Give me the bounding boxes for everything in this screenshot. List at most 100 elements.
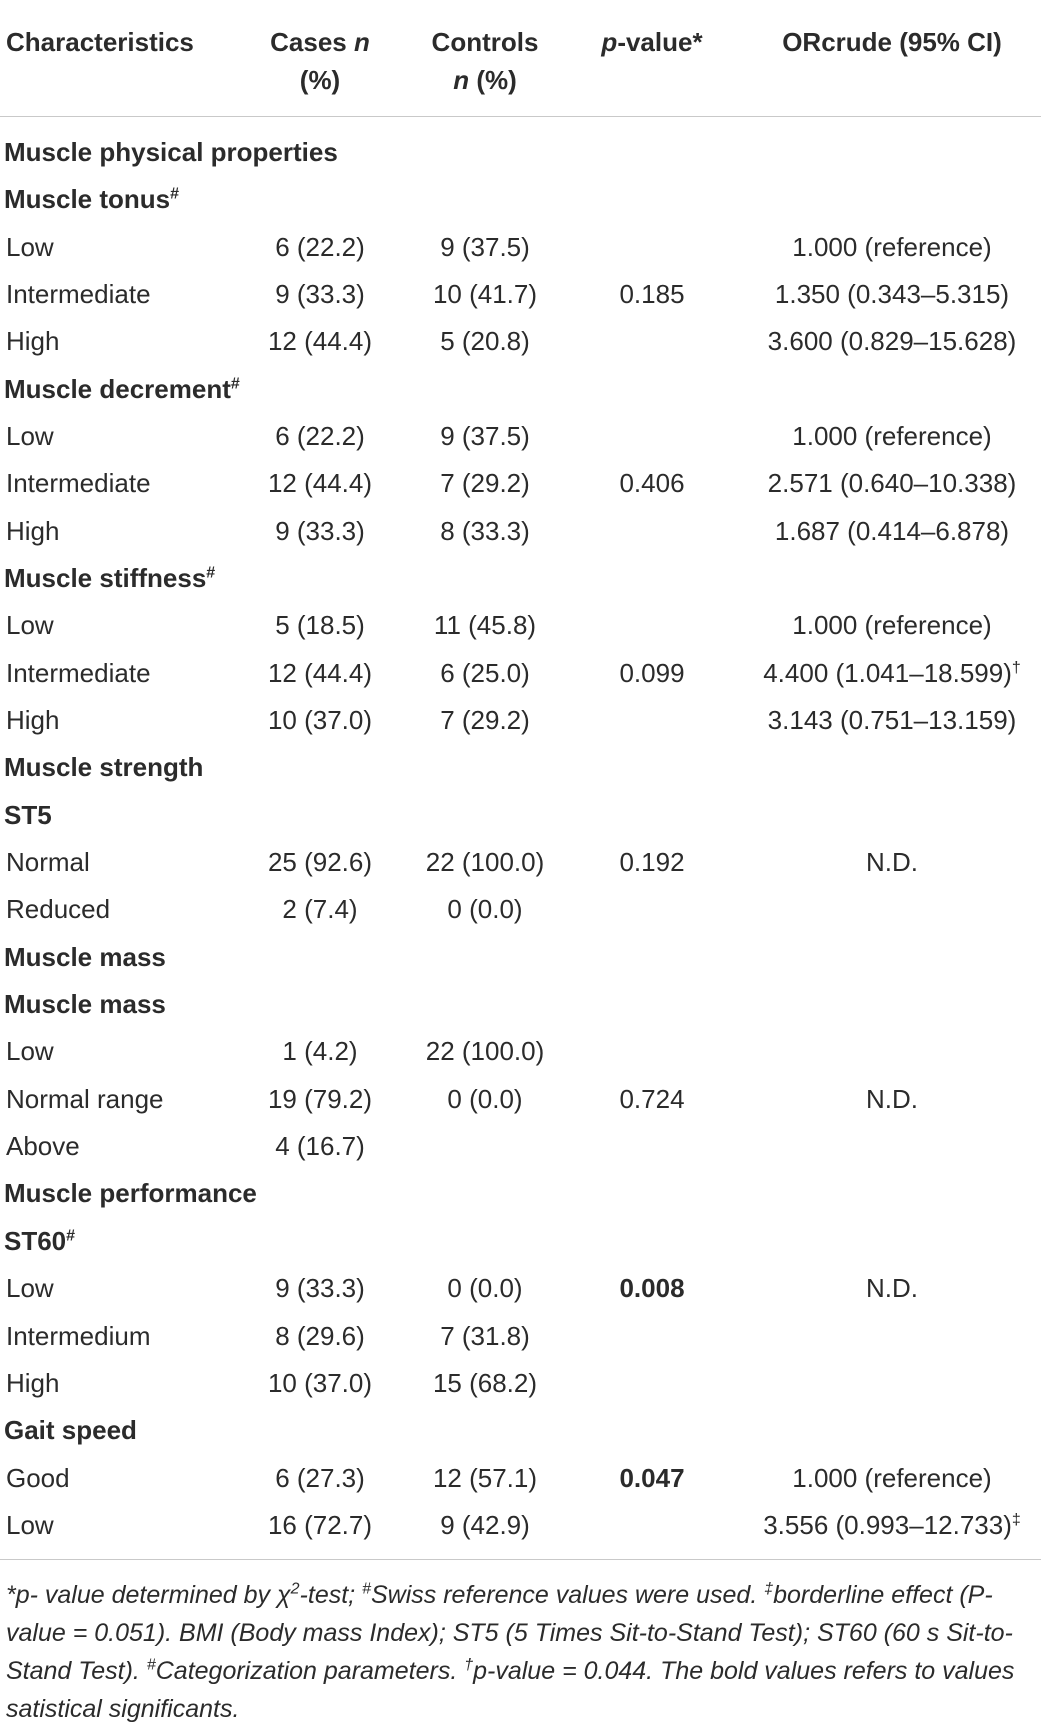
label-text: High [6,705,60,736]
label-cell: Good [6,1463,70,1493]
footnote-text: 2 [290,1580,300,1598]
group-text: Muscle strength [4,752,204,783]
p-text: 0.192 [619,847,685,878]
header-text: -value* [617,27,703,57]
label-cell: Intermediate [6,468,151,498]
p-cell: 0.185 [619,279,684,309]
group-label: Gait speed [4,1415,137,1445]
or-text: N.D. [866,1083,918,1114]
p-text: 0.406 [619,468,685,499]
label-text: Above [6,1131,80,1162]
label-cell: High [6,705,59,735]
or-text: 4.400 (1.041–18.599) [763,657,1012,688]
controls-text: 6 (25.0) [440,657,530,688]
p-text: 0.047 [619,1462,685,1493]
header-cell: Cases n [270,27,370,57]
group-text: Muscle stiffness [4,563,207,594]
or-text: N.D. [866,847,918,878]
or-cell: 1.000 (reference) [792,232,991,262]
controls-cell: 5 (20.8) [440,326,530,356]
controls-cell: 0 (0.0) [447,1084,522,1114]
controls-text: 9 (37.5) [440,421,530,452]
label-cell: Above [6,1131,80,1161]
controls-text: 9 (42.9) [440,1509,530,1540]
group-text: Gait speed [4,1415,137,1446]
group-text: Muscle mass [4,989,166,1020]
or-text: 3.556 (0.993–12.733) [763,1509,1012,1540]
header-text: n [453,65,470,95]
label-text: Reduced [6,894,111,925]
or-cell: 1.687 (0.414–6.878) [775,516,1009,546]
cases-cell: 6 (27.3) [275,1463,365,1493]
controls-text: 22 (100.0) [425,847,545,878]
p-text: 0.185 [619,279,685,310]
cases-cell: 25 (92.6) [268,847,372,877]
cases-text: 6 (27.3) [275,1462,365,1493]
cases-text: 5 (18.5) [275,610,365,641]
controls-cell: 15 (68.2) [433,1368,537,1398]
controls-cell: 9 (37.5) [440,232,530,262]
cases-text: 12 (44.4) [267,657,373,688]
cases-text: 19 (79.2) [267,1083,373,1114]
controls-text: 10 (41.7) [432,279,538,310]
or-cell: 3.600 (0.829–15.628) [768,326,1017,356]
label-text: Low [6,1509,54,1540]
label-text: High [6,1367,60,1398]
footnote-text: Categorization parameters. [155,1657,465,1685]
or-text: 2.571 (0.640–10.338) [767,468,1017,499]
header-cell: (%) [300,65,340,95]
label-text: High [6,326,60,357]
footnote-text: p-value = 0.044. The bold values refers … [6,1657,1015,1723]
p-cell: 0.724 [619,1084,684,1114]
cases-text: 12 (44.4) [267,468,373,499]
or-cell: 3.143 (0.751–13.159) [768,705,1017,735]
cases-text: 2 (7.4) [282,894,358,925]
footnote-text: -test; [299,1581,363,1609]
label-text: Good [6,1462,70,1493]
cases-cell: 2 (7.4) [282,894,357,924]
controls-text: 0 (0.0) [447,1273,523,1304]
superscript: # [170,185,180,203]
cases-text: 12 (44.4) [267,326,373,357]
cases-cell: 16 (72.7) [268,1510,372,1540]
label-text: Low [6,1273,54,1304]
footnote: *p- value determined by χ2-test; #Swiss … [6,1576,1036,1726]
p-text: 0.724 [619,1083,685,1114]
cases-cell: 10 (37.0) [268,1368,372,1398]
or-text: N.D. [866,1273,918,1304]
label-cell: Intermediate [6,279,151,309]
group-label: Muscle stiffness# [4,563,215,593]
label-text: Intermediate [6,468,151,499]
label-cell: Low [6,421,54,451]
p-cell: 0.047 [619,1463,684,1493]
or-cell: 3.556 (0.993–12.733)‡ [763,1510,1021,1540]
label-cell: Low [6,1510,54,1540]
group-label: Muscle physical properties [4,137,338,167]
or-text: 1.350 (0.343–5.315) [774,279,1010,310]
footnote-text: # [146,1656,156,1674]
cases-text: 6 (22.2) [275,421,365,452]
controls-cell: 12 (57.1) [433,1463,537,1493]
or-text: 1.000 (reference) [792,610,992,641]
group-text: Muscle mass [4,941,166,972]
group-text: ST60 [4,1225,67,1256]
or-cell: 1.000 (reference) [792,610,991,640]
controls-cell: 0 (0.0) [447,1273,522,1303]
cases-cell: 9 (33.3) [275,1273,365,1303]
or-text: 1.000 (reference) [792,231,992,262]
cases-text: 25 (92.6) [267,847,373,878]
footnote-text: Swiss reference values were used. [370,1581,765,1609]
footnote-text: borderline effect (P-value = 0.051). BMI… [6,1581,1013,1685]
header-text: Characteristics [6,27,194,57]
header-cell: n (%) [453,65,517,95]
label-text: Normal range [6,1083,164,1114]
controls-text: 7 (31.8) [440,1320,530,1351]
group-text: Muscle physical properties [4,137,338,167]
group-label: Muscle strength [4,752,203,782]
controls-text: 7 (29.2) [440,468,530,499]
cases-cell: 1 (4.2) [282,1036,357,1066]
superscript: ‡ [1011,1511,1021,1529]
group-label: Muscle tonus# [4,184,179,214]
cases-cell: 12 (44.4) [268,326,372,356]
